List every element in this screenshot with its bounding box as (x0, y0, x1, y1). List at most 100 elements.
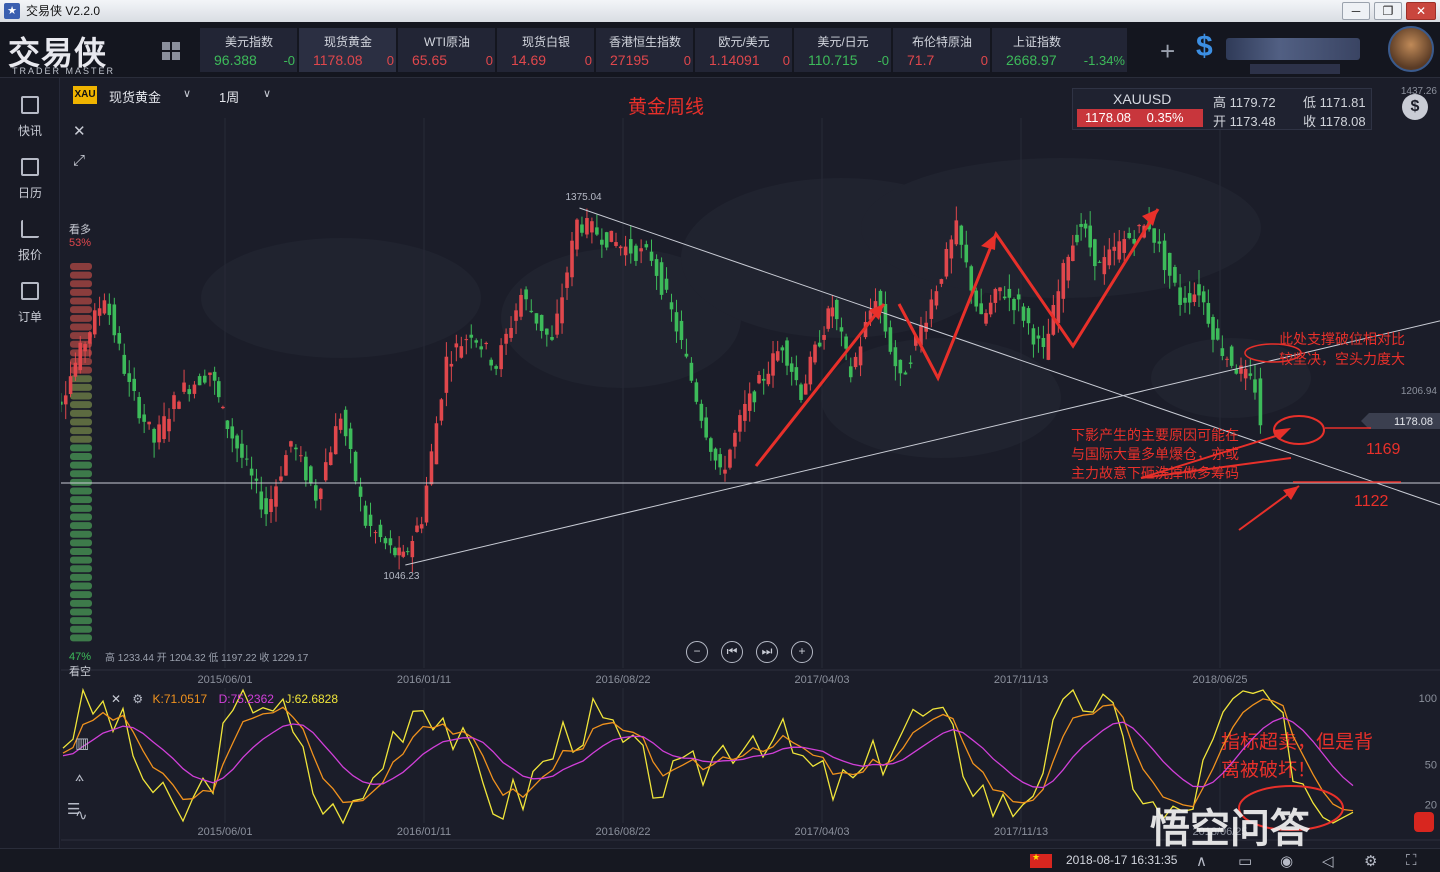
candle-body (813, 344, 817, 363)
x-tick-label: 2016/08/22 (595, 674, 650, 686)
chevron-down-icon[interactable]: ∨ (183, 88, 192, 100)
gear-icon[interactable]: ⚙ (1364, 853, 1378, 870)
candle-body (397, 547, 401, 556)
sidebar-item-news[interactable]: 快讯 (0, 96, 60, 146)
gear-icon[interactable]: ⚙ (132, 692, 144, 706)
map-backdrop (821, 338, 1061, 458)
quote-tab[interactable]: 布伦特原油 71.7 0 (893, 28, 991, 72)
candle-body (799, 384, 803, 400)
indicator-chart-icon[interactable]: ▥ (75, 735, 90, 752)
kdj-j-line (62, 687, 1354, 825)
candle-body (474, 340, 479, 343)
candle-body (182, 382, 186, 392)
quote-tab[interactable]: WTI原油 65.65 0 (398, 28, 496, 72)
sentiment-segment (70, 306, 92, 314)
sentiment-segment (70, 271, 92, 279)
sound-icon[interactable]: ◁ (1322, 853, 1334, 870)
sidebar-item-quotes[interactable]: 报价 (0, 220, 60, 270)
candle-body (459, 346, 464, 358)
quote-price: 71.7 (907, 52, 935, 68)
candle-body (728, 449, 732, 468)
candle-body (718, 454, 722, 468)
sentiment-segment (70, 263, 92, 270)
candle-body (1243, 368, 1248, 379)
candle-body (600, 239, 604, 245)
quote-tab[interactable]: 上证指数 2668.97 -1.34% (992, 28, 1128, 72)
chart-area[interactable]: 2015/06/01 2015/06/01 2016/01/11 2016/01/11… (61, 78, 1440, 848)
symbol-name[interactable]: 现货黄金 (109, 90, 162, 105)
candle-body (88, 332, 92, 344)
sidebar-item-calendar[interactable]: 日历 (0, 158, 60, 208)
candle-body (1041, 337, 1046, 348)
candle-body (187, 389, 192, 395)
candle-body (419, 524, 424, 529)
candle-body (464, 339, 469, 341)
candle-body (634, 245, 638, 261)
candle-body (1167, 252, 1172, 276)
sentiment-segment (70, 634, 92, 642)
close-button[interactable]: ✕ (1406, 2, 1436, 20)
info-high: 高 1179.72 (1213, 95, 1276, 110)
candle-body (358, 486, 363, 497)
close-indicator-icon[interactable]: ✕ (111, 692, 122, 706)
period-selector[interactable]: 1周 (219, 90, 240, 105)
candle-body (112, 304, 117, 336)
candle-body (509, 327, 513, 338)
kdj-legend: ✕ ⚙ K:71.0517 D:75.2362 J:62.6828 (111, 692, 338, 706)
sentiment-segment (70, 582, 92, 590)
sentiment-segment (70, 565, 92, 573)
header-bar: 交易侠 TRADER MASTER 美元指数 96.388 -0 现货黄金 1178.0… (0, 22, 1440, 78)
chevron-down-icon[interactable]: ∨ (263, 88, 272, 100)
add-quote-button[interactable]: + (1160, 36, 1176, 66)
account-info[interactable] (1226, 38, 1360, 60)
fullscreen-icon[interactable]: ⛶ (1406, 852, 1417, 869)
candle-body (514, 310, 518, 321)
drawing-tool-icon[interactable]: ⟑ (75, 768, 85, 785)
map-backdrop (201, 238, 481, 358)
candle-body (609, 230, 614, 242)
sidebar-item-orders[interactable]: 订单 (0, 282, 60, 332)
sentiment-segment (70, 444, 92, 452)
minimize-button[interactable]: ─ (1342, 2, 1370, 20)
zoom-out-button[interactable]: − (686, 641, 708, 663)
kdj-d-value: D:75.2362 (218, 692, 274, 706)
chart-svg[interactable]: 2015/06/01 2015/06/01 2016/01/11 2016/01/11… (61, 78, 1440, 848)
sentiment-segment (70, 530, 92, 538)
sentiment-segment (70, 288, 92, 296)
quote-price: 27195 (610, 52, 649, 68)
candle-body (590, 221, 594, 233)
quote-tab[interactable]: 美元指数 96.388 -0 (200, 28, 298, 72)
candle-body (738, 415, 742, 432)
chevron-up-icon[interactable]: ∧ (1196, 853, 1207, 870)
candle-body (328, 452, 333, 466)
candle-body (979, 303, 983, 315)
wave-icon[interactable]: ∿ (75, 807, 88, 824)
candle-body (1026, 308, 1031, 324)
candle-body (618, 246, 623, 249)
quote-tab[interactable]: 香港恒生指数 27195 0 (596, 28, 694, 72)
candle-body (858, 346, 863, 366)
window-icon[interactable]: ▭ (1238, 853, 1253, 870)
expand-icon[interactable]: ⤢ (73, 152, 86, 169)
scroll-end-button[interactable]: ⏭ (756, 641, 778, 663)
camera-icon[interactable]: ◉ (1280, 853, 1294, 870)
avatar[interactable] (1388, 26, 1434, 72)
candle-body (534, 313, 539, 324)
candle-body (401, 551, 406, 557)
dollar-icon[interactable]: $ (1196, 30, 1213, 63)
candle-body (1127, 233, 1132, 239)
quote-tab[interactable]: 美元/日元 110.715 -0 (794, 28, 892, 72)
candle-body (172, 395, 176, 410)
quote-tab[interactable]: 现货黄金 1178.08 0 (299, 28, 397, 72)
grid-menu-icon[interactable] (162, 42, 180, 60)
restore-button[interactable]: ❐ (1374, 2, 1402, 20)
quote-tab[interactable]: 欧元/美元 1.14091 0 (695, 28, 793, 72)
coin-icon[interactable]: $ (1402, 94, 1428, 120)
close-chart-icon[interactable]: ✕ (73, 123, 86, 140)
quote-tab[interactable]: 现货白银 14.69 0 (497, 28, 595, 72)
quote-price: 65.65 (412, 52, 448, 68)
menu-icon[interactable]: ☰ (67, 801, 81, 818)
zoom-in-button[interactable]: + (791, 641, 813, 663)
scroll-start-button[interactable]: ⏮ (721, 641, 743, 663)
